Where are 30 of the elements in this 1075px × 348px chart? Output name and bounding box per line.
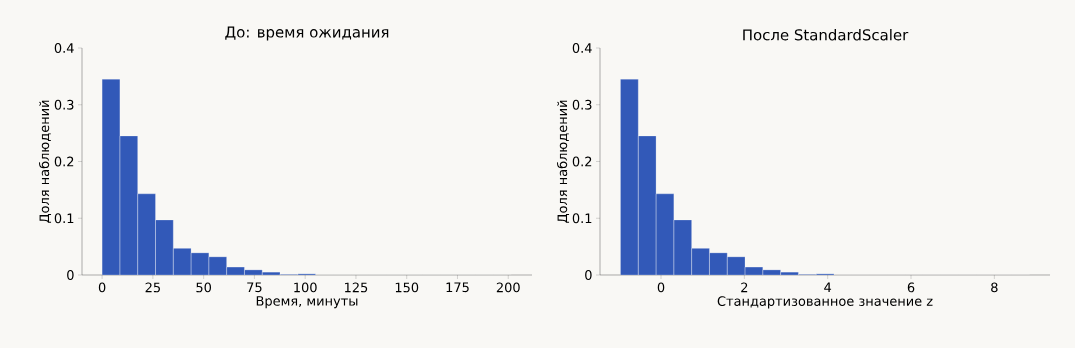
x-tick-label: 200 xyxy=(496,282,520,293)
x-axis-title: Время, минуты xyxy=(256,296,358,309)
x-tick-label: 100 xyxy=(294,282,317,293)
chart-title: До: время ожидания xyxy=(225,26,389,41)
y-axis-title: Доля наблюдений xyxy=(38,100,52,223)
y-tick-label: 0 xyxy=(67,270,74,280)
x-tick-label: 25 xyxy=(145,282,160,293)
y-tick-label: 0.1 xyxy=(54,213,74,224)
x-axis-title: Стандартизованное значение z xyxy=(717,296,933,309)
x-tick-label: 50 xyxy=(196,282,212,293)
chart-title: После StandardScaler xyxy=(743,28,909,41)
x-tick-label: 175 xyxy=(446,282,469,293)
y-tick-label: 0.4 xyxy=(54,43,74,53)
x-tick-label: 0 xyxy=(657,282,665,293)
y-tick-label: 0.4 xyxy=(572,43,592,53)
x-tick-label: 6 xyxy=(907,282,915,293)
y-tick-label: 0.2 xyxy=(54,156,74,167)
x-tick-label: 0 xyxy=(98,282,106,293)
y-tick-label: 0.3 xyxy=(54,99,74,110)
y-axis-title: Доля наблюдений xyxy=(556,100,570,223)
x-tick-label: 4 xyxy=(824,282,832,292)
x-tick-label: 8 xyxy=(991,282,998,293)
y-tick-label: 0.2 xyxy=(572,156,592,167)
x-tick-label: 2 xyxy=(741,282,748,293)
y-tick-label: 0 xyxy=(585,270,592,280)
y-tick-label: 0.1 xyxy=(572,213,592,224)
x-tick-label: 125 xyxy=(345,282,368,293)
y-tick-label: 0.3 xyxy=(572,99,592,110)
x-tick-label: 75 xyxy=(247,282,262,293)
x-tick-label: 150 xyxy=(395,282,419,293)
